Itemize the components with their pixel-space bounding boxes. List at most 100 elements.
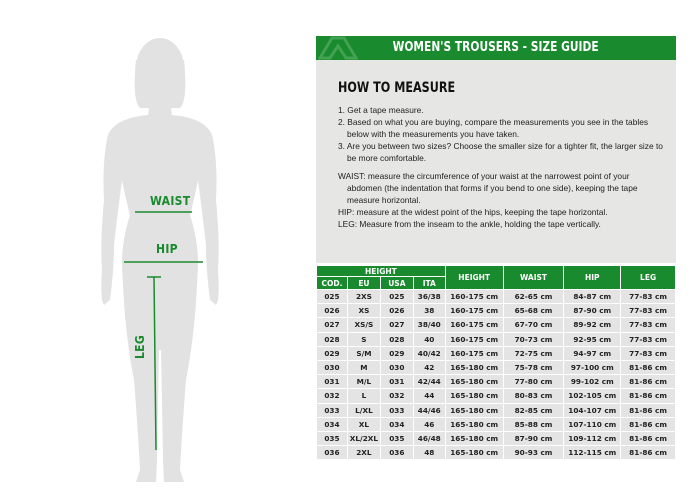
table-cell: 109-112 cm [563,430,622,447]
table-cell: 165-180 cm [444,388,504,404]
table-cell: 026 [379,303,414,319]
table-cell: 80-83 cm [502,388,565,404]
table-cell: 81-86 cm [620,374,676,390]
leg-note: LEG: Measure from the inseam to the ankl… [338,219,601,229]
table-cell: 40/42 [412,345,446,361]
hip-note: HIP: measure at the widest point of the … [338,207,608,217]
table-cell: 033 [316,402,348,418]
table-cell: 90-93 cm [502,445,565,461]
table-cell: S [346,331,381,347]
table-cell: XS/S [346,317,381,333]
table-cell: L [346,388,381,404]
table-cell: 82-85 cm [502,402,565,418]
table-cell: 42 [412,359,446,376]
table-row: 027 XS/S 027 38/40 160-175 cm 67-70 cm 89-92 c… [316,317,676,333]
table-cell: 035 [379,430,414,447]
table-cell: 89-92 cm [563,317,622,333]
size-table: HEIGHT HEIGHT WAIST HIP LEG COD. EU USA … [316,265,676,461]
table-cell: 81-86 cm [620,402,676,418]
table-cell: 165-180 cm [444,402,504,418]
table-row: 035 XL/2XL 035 46/48 165-180 cm 87-90 cm 109-1… [316,430,676,447]
table-cell: 165-180 cm [444,359,504,376]
col-header: EU [346,276,381,290]
col-header: USA [379,276,414,290]
table-cell: 72-75 cm [502,345,565,361]
table-cell: 036 [379,445,414,461]
table-cell: 92-95 cm [563,331,622,347]
table-cell: 027 [316,317,348,333]
table-cell: 48 [412,445,446,461]
table-cell: 029 [379,345,414,361]
table-cell: 85-88 cm [502,416,565,432]
leg-label: LEG [133,334,148,360]
table-cell: S/M [346,345,381,361]
table-cell: 025 [316,288,348,305]
table-cell: 97-100 cm [563,359,622,376]
table-cell: 032 [379,388,414,404]
table-cell: 102-105 cm [563,388,622,404]
table-cell: 42/44 [412,374,446,390]
table-cell: 104-107 cm [563,402,622,418]
table-cell: 77-83 cm [620,317,676,333]
table-cell: XS [346,303,381,319]
table-cell: 67-70 cm [502,317,565,333]
leg-line [153,276,157,451]
table-cell: 2XL [346,445,381,461]
step-item: 2. Based on what you are buying, compare… [338,117,649,139]
table-cell: 81-86 cm [620,445,676,461]
table-cell: 81-86 cm [620,359,676,376]
table-cell: XL/2XL [346,430,381,447]
table-cell: 028 [316,331,348,347]
measure-notes: WAIST: measure the circumference of your… [338,170,664,230]
table-cell: 112-115 cm [563,445,622,461]
table-cell: 165-180 cm [444,374,504,390]
table-cell: 77-83 cm [620,345,676,361]
page-title: WOMEN'S TROUSERS - SIZE GUIDE [392,40,600,55]
table-cell: 44 [412,388,446,404]
table-cell: 46 [412,416,446,432]
table-cell: 160-175 cm [444,345,504,361]
body-silhouette [101,38,219,482]
table-cell: 44/46 [412,402,446,418]
table-cell: 036 [316,445,348,461]
table-cell: M/L [346,374,381,390]
table-row: 030 M 030 42 165-180 cm 75-78 cm 97-100 cm 81-8… [316,359,676,376]
table-cell: 99-102 cm [563,374,622,390]
table-row: 036 2XL 036 48 165-180 cm 90-93 cm 112-115 cm 8… [316,445,676,461]
table-cell: 62-65 cm [502,288,565,305]
col-header: WAIST [502,265,565,290]
table-cell: 034 [316,416,348,432]
how-to-measure-panel: HOW TO MEASURE 1. Get a tape measure. 2.… [316,60,676,263]
table-cell: 031 [379,374,414,390]
table-cell: 029 [316,345,348,361]
table-cell: 38 [412,303,446,319]
brand-logo-icon [318,36,358,60]
col-header: COD. [316,276,348,290]
table-row: 033 L/XL 033 44/46 165-180 cm 82-85 cm 104-107… [316,402,676,418]
table-cell: 81-86 cm [620,416,676,432]
table-row: 031 M/L 031 42/44 165-180 cm 77-80 cm 99-102 c… [316,374,676,390]
table-cell: 028 [379,331,414,347]
table-cell: 030 [379,359,414,376]
table-cell: 77-83 cm [620,303,676,319]
table-cell: 77-80 cm [502,374,565,390]
table-cell: 160-175 cm [444,288,504,305]
table-cell: 75-78 cm [502,359,565,376]
col-header: ITA [412,276,446,290]
table-cell: M [346,359,381,376]
table-cell: 65-68 cm [502,303,565,319]
table-cell: 77-83 cm [620,288,676,305]
table-row: 025 2XS 025 36/38 160-175 cm 62-65 cm 84-87 cm… [316,288,676,305]
table-row: 028 S 028 40 160-175 cm 70-73 cm 92-95 cm 77-83… [316,331,676,347]
table-cell: 36/38 [412,288,446,305]
table-cell: 165-180 cm [444,445,504,461]
table-cell: 165-180 cm [444,416,504,432]
table-row: 029 S/M 029 40/42 160-175 cm 72-75 cm 94-97 cm… [316,345,676,361]
table-cell: 40 [412,331,446,347]
hip-label: HIP [156,242,178,256]
table-cell: 87-90 cm [502,430,565,447]
table-cell: 84-87 cm [563,288,622,305]
table-cell: 165-180 cm [444,430,504,447]
table-row: 032 L 032 44 165-180 cm 80-83 cm 102-105 cm 81-… [316,388,676,404]
step-item: 1. Get a tape measure. [338,105,424,115]
